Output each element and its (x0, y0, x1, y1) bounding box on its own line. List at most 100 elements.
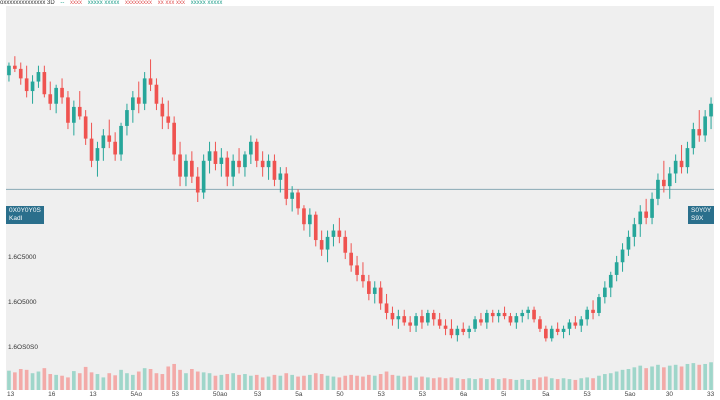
volume-bar (343, 375, 348, 390)
candle-body (585, 309, 589, 320)
x-tick-label: 53 (171, 391, 179, 398)
x-tick-label: 50ao (212, 391, 228, 398)
candle-body (219, 157, 224, 164)
candle-body (443, 325, 448, 329)
volume-bar (42, 368, 47, 390)
x-tick-label: 5a (542, 391, 550, 398)
right-price-marker-value: S0Y0Y (691, 207, 712, 214)
volume-bar (455, 378, 460, 390)
candle-body (508, 316, 513, 323)
candle-body (455, 328, 460, 336)
volume-bar (526, 379, 530, 390)
candle-body (479, 319, 483, 323)
volume-bar (567, 379, 572, 390)
volume-bar (107, 373, 112, 390)
volume-bar (36, 371, 41, 390)
x-tick-label: 6a (459, 391, 468, 398)
candle-body (390, 312, 395, 320)
volume-bar (66, 377, 70, 390)
volume-bar (603, 374, 607, 390)
volume-bar (184, 373, 188, 390)
x-axis: 13 16 13 5Ao 53 50ao 53 5a 50 53 53 6a 5i 5a 53 5ao 30 33 (0, 391, 720, 400)
candle-body (502, 312, 507, 317)
candle-body (709, 103, 713, 117)
volume-bar (13, 372, 17, 390)
candle-body (77, 106, 82, 117)
candle-body (72, 106, 76, 123)
candle-body (426, 312, 430, 323)
candle-body (83, 116, 88, 139)
x-tick-label: 13 (7, 391, 15, 398)
volume-bar (201, 372, 206, 390)
candle-body (36, 72, 41, 82)
volume-bar (77, 373, 82, 390)
candle-body (361, 274, 365, 282)
volume-bar (549, 378, 554, 390)
volume-bar (113, 375, 117, 390)
symbol-label[interactable]: oxxxxxxxxxxxxxx 3D (0, 0, 55, 6)
candle-body (101, 135, 106, 149)
candle-body (201, 160, 206, 193)
volume-bar (308, 374, 312, 390)
volume-bar (266, 376, 271, 390)
candle-body (142, 78, 147, 104)
candle-body (7, 65, 11, 76)
volume-bar (225, 374, 230, 390)
candle-body (148, 78, 153, 85)
volume-bar (431, 378, 436, 390)
volume-bar (260, 377, 265, 390)
volume-bar (656, 364, 660, 390)
candle-body (184, 160, 188, 177)
volume-bar (89, 372, 94, 390)
candle-body (644, 211, 648, 218)
volume-bar (195, 371, 200, 390)
left-price-marker-value: 0X0Y0Y0S (9, 207, 41, 214)
volume-bar (231, 373, 235, 390)
volume-bar (508, 379, 513, 390)
volume-bar (408, 375, 412, 390)
candle-body (526, 309, 530, 313)
candle-body (703, 116, 707, 136)
plot-area[interactable] (6, 6, 714, 390)
candle-body (561, 328, 566, 332)
right-price-marker: S0Y0Y S9X (688, 206, 715, 224)
candle-body (166, 116, 171, 123)
candle-body (591, 309, 595, 313)
candle-body (396, 316, 401, 320)
candle-body (337, 230, 342, 237)
volume-bar (426, 377, 430, 390)
volume-bar (420, 376, 424, 390)
x-tick-label: 5Ao (130, 391, 143, 398)
candle-body (372, 287, 377, 294)
candle-body (42, 72, 47, 95)
volume-bar (290, 374, 294, 390)
x-tick-label: 5i (501, 391, 507, 398)
volume-bar (296, 376, 300, 390)
volume-bar (60, 375, 64, 390)
candle-body (520, 312, 525, 317)
volume-bar (372, 375, 377, 390)
volume-bar (160, 374, 165, 390)
candle-body (467, 328, 471, 332)
volume-bar (555, 379, 560, 390)
volume-bar (479, 378, 483, 390)
candle-body (431, 312, 436, 320)
candle-body (13, 65, 17, 69)
volume-bar (585, 377, 589, 390)
volume-bar (378, 374, 383, 390)
candle-body (18, 68, 23, 79)
candle-body (24, 78, 29, 92)
volume-bar (18, 369, 23, 390)
x-tick-label: 5a (295, 391, 303, 398)
candle-body (154, 84, 159, 104)
volume-bar (178, 369, 182, 390)
left-price-marker: 0X0Y0Y0S Kadl (6, 206, 44, 224)
volume-bar (697, 364, 702, 390)
volume-bar (148, 369, 153, 390)
candle-body (673, 160, 678, 174)
candle-body (325, 236, 330, 250)
volume-bar (337, 377, 342, 390)
candlestick-chart[interactable] (6, 6, 714, 390)
volume-bar (591, 378, 595, 390)
x-tick-label: 50 (336, 391, 344, 398)
